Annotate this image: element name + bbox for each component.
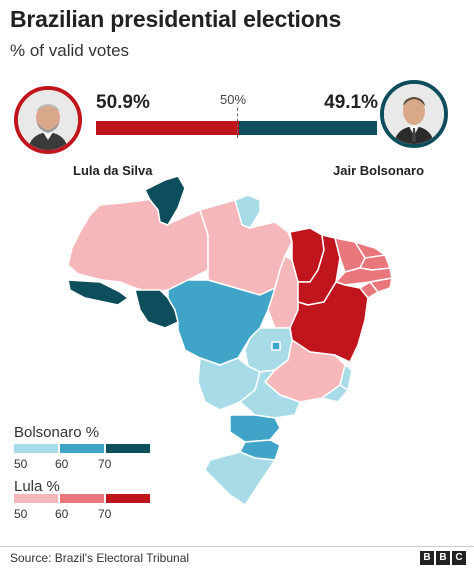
bolsonaro-legend-title: Bolsonaro % <box>14 424 100 441</box>
legend-tick: 60 <box>55 507 69 521</box>
vote-share-bar <box>96 121 377 135</box>
lula-vote-share: 50.9% <box>96 92 150 113</box>
lula-legend-swatch <box>106 494 150 503</box>
lula-portrait-avatar <box>14 86 82 154</box>
legend-tick: 70 <box>98 507 112 521</box>
chart-title: Brazilian presidential elections <box>10 6 342 32</box>
state-RJ <box>321 384 349 403</box>
lula-legend-swatch <box>14 494 58 503</box>
person-icon <box>384 84 444 144</box>
lula-bar-segment <box>96 121 240 135</box>
lula-legend-swatch <box>60 494 104 503</box>
state-AM <box>67 197 209 293</box>
bbc-logo: B B C <box>420 551 466 565</box>
bolsonaro-legend-swatch <box>60 444 104 453</box>
legend-tick: 60 <box>55 457 69 471</box>
source-note: Source: Brazil's Electoral Tribunal <box>10 551 190 565</box>
bbc-logo-block: B <box>436 551 450 565</box>
state-PR <box>229 414 281 443</box>
person-icon <box>18 90 78 150</box>
legend-tick: 70 <box>98 457 112 471</box>
footer-divider <box>0 546 474 547</box>
legend-tick: 50 <box>14 457 28 471</box>
state-RS <box>204 451 276 506</box>
state-AC <box>67 279 129 306</box>
midpoint-marker <box>237 108 238 138</box>
lula-legend-title: Lula % <box>14 478 60 495</box>
state-PI <box>297 234 341 306</box>
state-DF <box>271 341 281 351</box>
bolsonaro-vote-share: 49.1% <box>324 92 378 113</box>
bolsonaro-bar-segment <box>239 121 377 135</box>
bolsonaro-legend-scale <box>14 444 152 453</box>
legend-tick: 50 <box>14 507 28 521</box>
bolsonaro-legend-swatch <box>106 444 150 453</box>
bolsonaro-name: Jair Bolsonaro <box>333 163 425 178</box>
bbc-logo-block: C <box>452 551 466 565</box>
state-PE <box>335 267 393 286</box>
bolsonaro-portrait-avatar <box>380 80 448 148</box>
bbc-logo-block: B <box>420 551 434 565</box>
lula-legend-scale <box>14 494 152 503</box>
bolsonaro-legend-swatch <box>14 444 58 453</box>
chart-subtitle: % of valid votes <box>10 41 130 60</box>
state-RR <box>144 175 186 226</box>
midpoint-label: 50% <box>220 92 247 107</box>
brazil-states-map <box>67 175 393 506</box>
lula-name: Lula da Silva <box>73 163 153 178</box>
